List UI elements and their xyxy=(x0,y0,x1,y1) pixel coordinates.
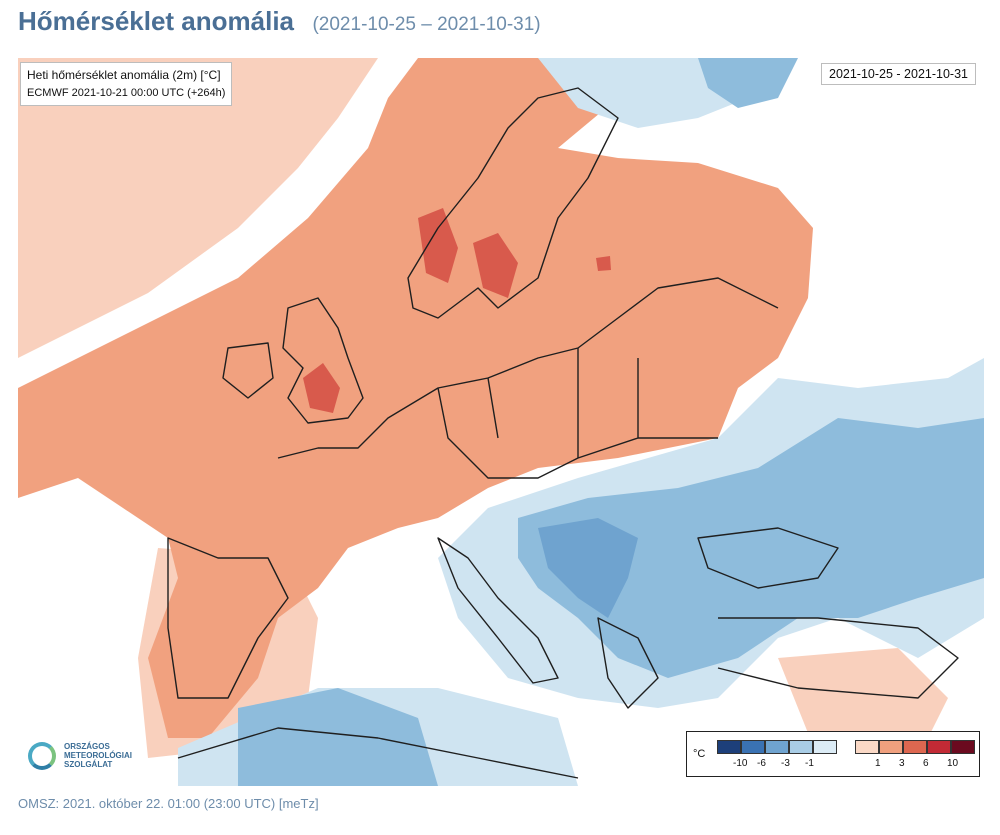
map-canvas xyxy=(18,58,984,786)
coastline-ireland xyxy=(222,342,274,399)
cold-light-africa xyxy=(238,688,438,786)
anomaly-map: Heti hőmérséklet anomália (2m) [°C] ECMW… xyxy=(18,58,984,786)
map-info-box: Heti hőmérséklet anomália (2m) [°C] ECMW… xyxy=(20,62,233,106)
info-model-run: ECMWF 2021-10-21 00:00 UTC (+264h) xyxy=(27,87,226,99)
map-date-box: 2021-10-25 - 2021-10-31 xyxy=(821,63,976,85)
cold-light-balkans xyxy=(518,418,984,678)
coastline-italy xyxy=(437,537,559,684)
legend-cold-swatch xyxy=(789,740,813,754)
legend-cold-swatch xyxy=(717,740,741,754)
footer-timestamp: OMSZ: 2021. október 22. 01:00 (23:00 UTC… xyxy=(18,796,319,811)
border-inner-europe xyxy=(437,348,718,479)
warm-mid-sweden xyxy=(473,233,518,298)
coastline-blacksea xyxy=(697,527,839,589)
legend-warm-swatch xyxy=(879,740,903,754)
legend-tick-label: 3 xyxy=(899,758,905,769)
logo-line-1: ORSZÁGOS xyxy=(64,742,110,751)
coastline-britain xyxy=(282,297,364,424)
warm-mid-baltic xyxy=(596,256,611,271)
legend-tick-label: 6 xyxy=(923,758,929,769)
coastline-iberia xyxy=(167,537,289,699)
coastline-turkey xyxy=(717,617,959,699)
legend-unit: °C xyxy=(693,748,706,760)
page-title: Hőmérséklet anomália xyxy=(18,6,295,36)
warm-mid-norway xyxy=(418,208,458,283)
legend-warm-swatch xyxy=(927,740,951,754)
info-variable: Heti hőmérséklet anomália (2m) [°C] xyxy=(27,68,221,82)
cold-mid-balkans xyxy=(538,518,638,618)
coastline-scandinavia xyxy=(407,87,619,319)
legend-tick-label: -6 xyxy=(757,758,766,769)
omsz-logo-icon xyxy=(28,742,56,770)
legend-warm-swatch xyxy=(951,740,975,754)
legend-cold-swatch xyxy=(813,740,837,754)
legend-tick-label: 10 xyxy=(947,758,959,769)
legend-tick-label: -10 xyxy=(733,758,748,769)
coastline-continent xyxy=(277,277,779,459)
logo-line-3: SZOLGÁLAT xyxy=(64,760,113,769)
logo-line-2: METEOROLÓGIAI xyxy=(64,751,132,760)
coastline-africa xyxy=(177,727,579,779)
borders xyxy=(167,87,959,779)
legend-tick-label: -3 xyxy=(781,758,790,769)
warm-light-west-europe xyxy=(18,58,813,738)
warm-faint-turkey xyxy=(778,648,948,758)
date-range-subtitle: (2021-10-25 – 2021-10-31) xyxy=(312,14,541,35)
color-legend: °C -10 -6 -3 -1 1 3 6 10 xyxy=(686,731,980,777)
legend-warm-swatch xyxy=(855,740,879,754)
legend-warm-swatch xyxy=(903,740,927,754)
legend-cold-swatch xyxy=(741,740,765,754)
legend-cold-swatch xyxy=(765,740,789,754)
legend-tick-label: -1 xyxy=(805,758,814,769)
cold-light-north xyxy=(698,58,798,108)
coastline-greece xyxy=(597,617,659,709)
legend-tick-label: 1 xyxy=(875,758,881,769)
page-title-block: Hőmérséklet anomália (2021-10-25 – 2021-… xyxy=(18,6,541,37)
warm-mid-england xyxy=(303,363,340,413)
omsz-logo: ORSZÁGOS METEOROLÓGIAI SZOLGÁLAT xyxy=(26,738,146,782)
warm-faint-atlantic xyxy=(18,58,378,358)
